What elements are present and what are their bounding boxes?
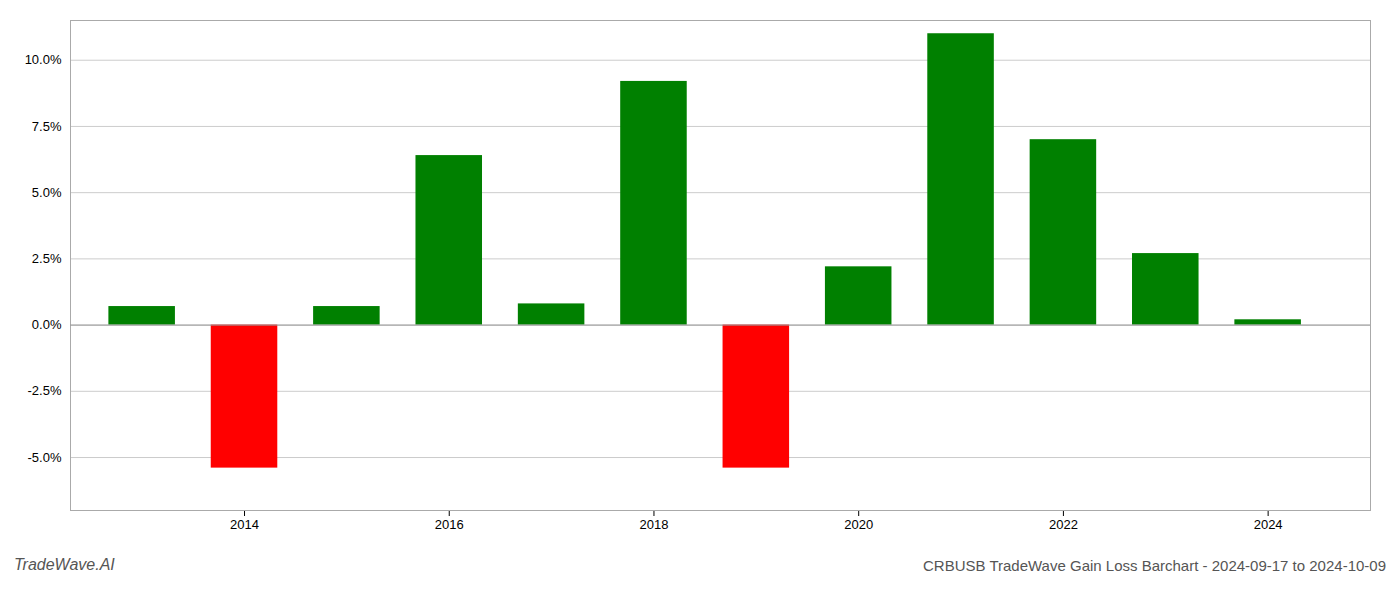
svg-text:10.0%: 10.0% xyxy=(25,52,62,67)
html-text:TradeWave.AI: TradeWave.AI xyxy=(14,556,115,573)
svg-text:2014: 2014 xyxy=(230,517,259,532)
svg-text:2022: 2022 xyxy=(1049,517,1078,532)
svg-text:2.5%: 2.5% xyxy=(32,251,62,266)
svg-text:7.5%: 7.5% xyxy=(32,119,62,134)
html-text:CRBUSB TradeWave Gain Loss Bar: CRBUSB TradeWave Gain Loss Barchart - 20… xyxy=(923,557,1386,574)
svg-text:0.0%: 0.0% xyxy=(32,317,62,332)
svg-text:-5.0%: -5.0% xyxy=(28,450,62,465)
svg-text:2024: 2024 xyxy=(1254,517,1283,532)
svg-text:2016: 2016 xyxy=(435,517,464,532)
svg-text:-2.5%: -2.5% xyxy=(28,383,62,398)
svg-text:2020: 2020 xyxy=(844,517,873,532)
svg-text:5.0%: 5.0% xyxy=(32,185,62,200)
svg-text:2018: 2018 xyxy=(640,517,669,532)
